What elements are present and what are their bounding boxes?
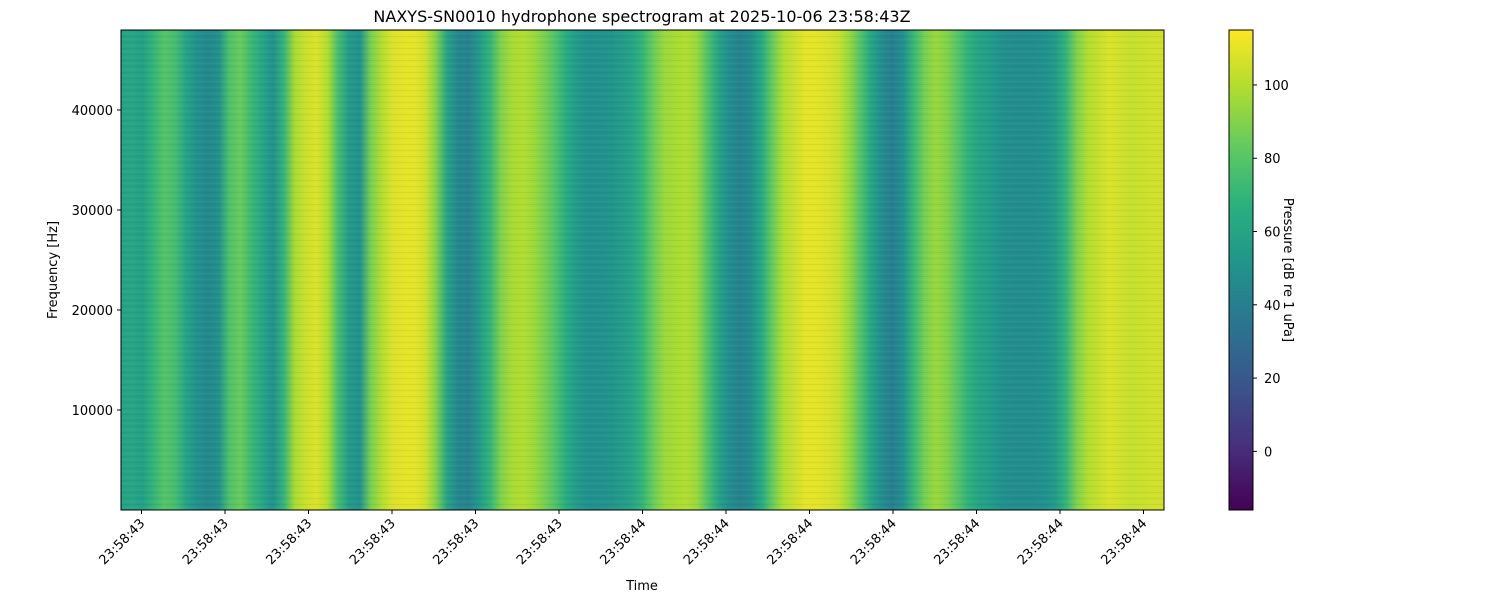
colorbar-tick-label: 60 [1264,226,1281,241]
x-tick-label: 23:58:44 [681,516,733,568]
x-tick-label: 23:58:44 [764,516,816,568]
colorbar-tick-label: 40 [1264,299,1281,314]
x-tick-label: 23:58:44 [1015,516,1067,568]
x-axis-label: Time [625,579,658,594]
y-tick-label: 10000 [72,404,113,419]
x-tick-label: 23:58:44 [597,516,649,568]
colorbar-tick-label: 100 [1264,79,1289,94]
y-tick-label: 40000 [72,104,113,119]
y-axis: 10000 20000 30000 40000 [72,104,121,419]
x-tick-label: 23:58:43 [430,516,482,568]
y-tick-label: 30000 [72,204,113,219]
colorbar-gradient [1228,29,1254,511]
y-axis-label: Frequency [Hz] [46,221,61,319]
x-tick-label: 23:58:43 [96,516,148,568]
x-axis: 23:58:43 23:58:43 23:58:43 23:58:43 23:58:43… [96,510,1150,568]
colorbar-tick-label: 20 [1264,372,1281,387]
x-tick-label: 23:58:43 [263,516,315,568]
x-tick-label: 23:58:44 [1098,516,1150,568]
colorbar: 0 20 40 60 80 100 Pressure [dB re 1 uPa] [1228,29,1295,511]
colorbar-tick-label: 0 [1264,445,1272,460]
y-tick-label: 20000 [72,304,113,319]
x-tick-label: 23:58:43 [347,516,399,568]
chart-title: NAXYS-SN0010 hydrophone spectrogram at 2… [373,7,910,26]
x-tick-label: 23:58:43 [514,516,566,568]
x-tick-label: 23:58:44 [848,516,900,568]
spectrogram-texture [121,30,1164,510]
x-tick-label: 23:58:44 [931,516,983,568]
plot-area [120,29,1165,511]
x-tick-label: 23:58:43 [180,516,232,568]
colorbar-axis: 0 20 40 60 80 100 [1253,79,1289,460]
colorbar-label: Pressure [dB re 1 uPa] [1280,198,1295,342]
colorbar-tick-label: 80 [1264,152,1281,167]
